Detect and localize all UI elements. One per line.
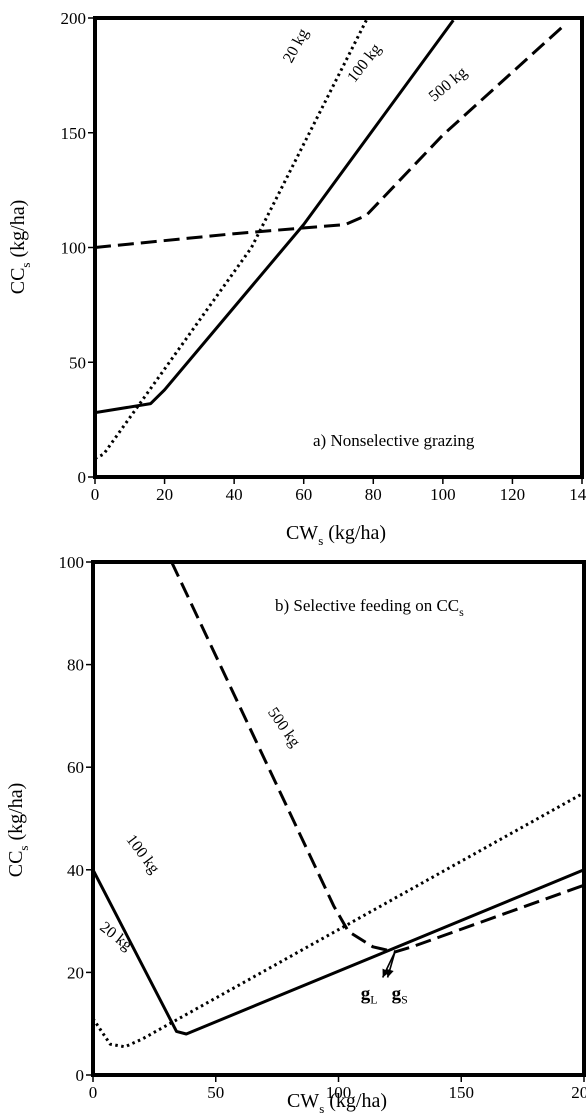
- y-tick-label: 100: [59, 553, 85, 572]
- arrow-label-S: gS: [392, 984, 408, 1007]
- x-axis-label: CWs (kg/ha): [286, 522, 386, 548]
- series-label-500-kg: 500 kg: [426, 64, 471, 105]
- x-tick-label: 100: [326, 1083, 352, 1102]
- arrow-head-L: [382, 968, 390, 978]
- x-tick-label: 20: [156, 485, 173, 504]
- x-tick-label: 80: [365, 485, 382, 504]
- y-tick-label: 150: [61, 124, 87, 143]
- series-label-20-kg: 20 kg: [280, 26, 312, 66]
- x-tick-label: 140: [569, 485, 586, 504]
- y-tick-label: 60: [67, 758, 84, 777]
- series-label-20-kg: 20 kg: [96, 919, 135, 955]
- y-tick-label: 40: [67, 861, 84, 880]
- series-line-500-kg: [95, 23, 566, 249]
- x-tick-label: 0: [89, 1083, 98, 1102]
- y-tick-label: 100: [61, 239, 87, 258]
- x-tick-label: 120: [500, 485, 526, 504]
- x-tick-label: 50: [207, 1083, 224, 1102]
- y-tick-label: 80: [67, 656, 84, 675]
- y-axis-label: CCs (kg/ha): [7, 200, 33, 295]
- series-label-100-kg: 100 kg: [123, 832, 163, 877]
- series-line-100-kg: [93, 868, 584, 1036]
- arrow-label-L: gL: [361, 984, 378, 1007]
- series-line-20-kg: [93, 791, 584, 1049]
- series-label-500-kg: 500 kg: [264, 705, 303, 751]
- chart-panel-a: 0 20 40 60 80 100 120 140 0 50 100 150 200 20 kg 100 k…: [7, 9, 586, 548]
- y-tick-label: 0: [78, 468, 87, 487]
- arrow-head-S: [385, 968, 394, 978]
- y-axis-label: CCs (kg/ha): [5, 783, 31, 878]
- plot-frame: [93, 16, 584, 479]
- series-line-100-kg: [95, 19, 455, 415]
- y-tick-label: 200: [61, 9, 87, 28]
- x-tick-label: 150: [449, 1083, 475, 1102]
- series-line-20-kg: [95, 19, 368, 460]
- x-axis-label: CWs (kg/ha): [287, 1090, 387, 1116]
- series-label-100-kg: 100 kg: [344, 41, 384, 86]
- panel-label: a) Nonselective grazing: [313, 431, 475, 450]
- series-line-500-kg: [170, 562, 584, 954]
- x-tick-label: 40: [226, 485, 243, 504]
- plot-frame: [91, 560, 586, 1077]
- chart-panel-b: 0 50 100 150 200 0 20 40 60 80 100 20 kg 100 kg 500 k…: [5, 553, 586, 1116]
- panel-label: b) Selective feeding on CCs: [275, 596, 464, 619]
- y-tick-label: 0: [76, 1066, 85, 1085]
- x-tick-label: 0: [91, 485, 100, 504]
- y-tick-label: 50: [69, 353, 86, 372]
- y-tick-label: 20: [67, 963, 84, 982]
- x-tick-label: 200: [571, 1083, 586, 1102]
- x-tick-label: 60: [295, 485, 312, 504]
- x-tick-label: 100: [430, 485, 456, 504]
